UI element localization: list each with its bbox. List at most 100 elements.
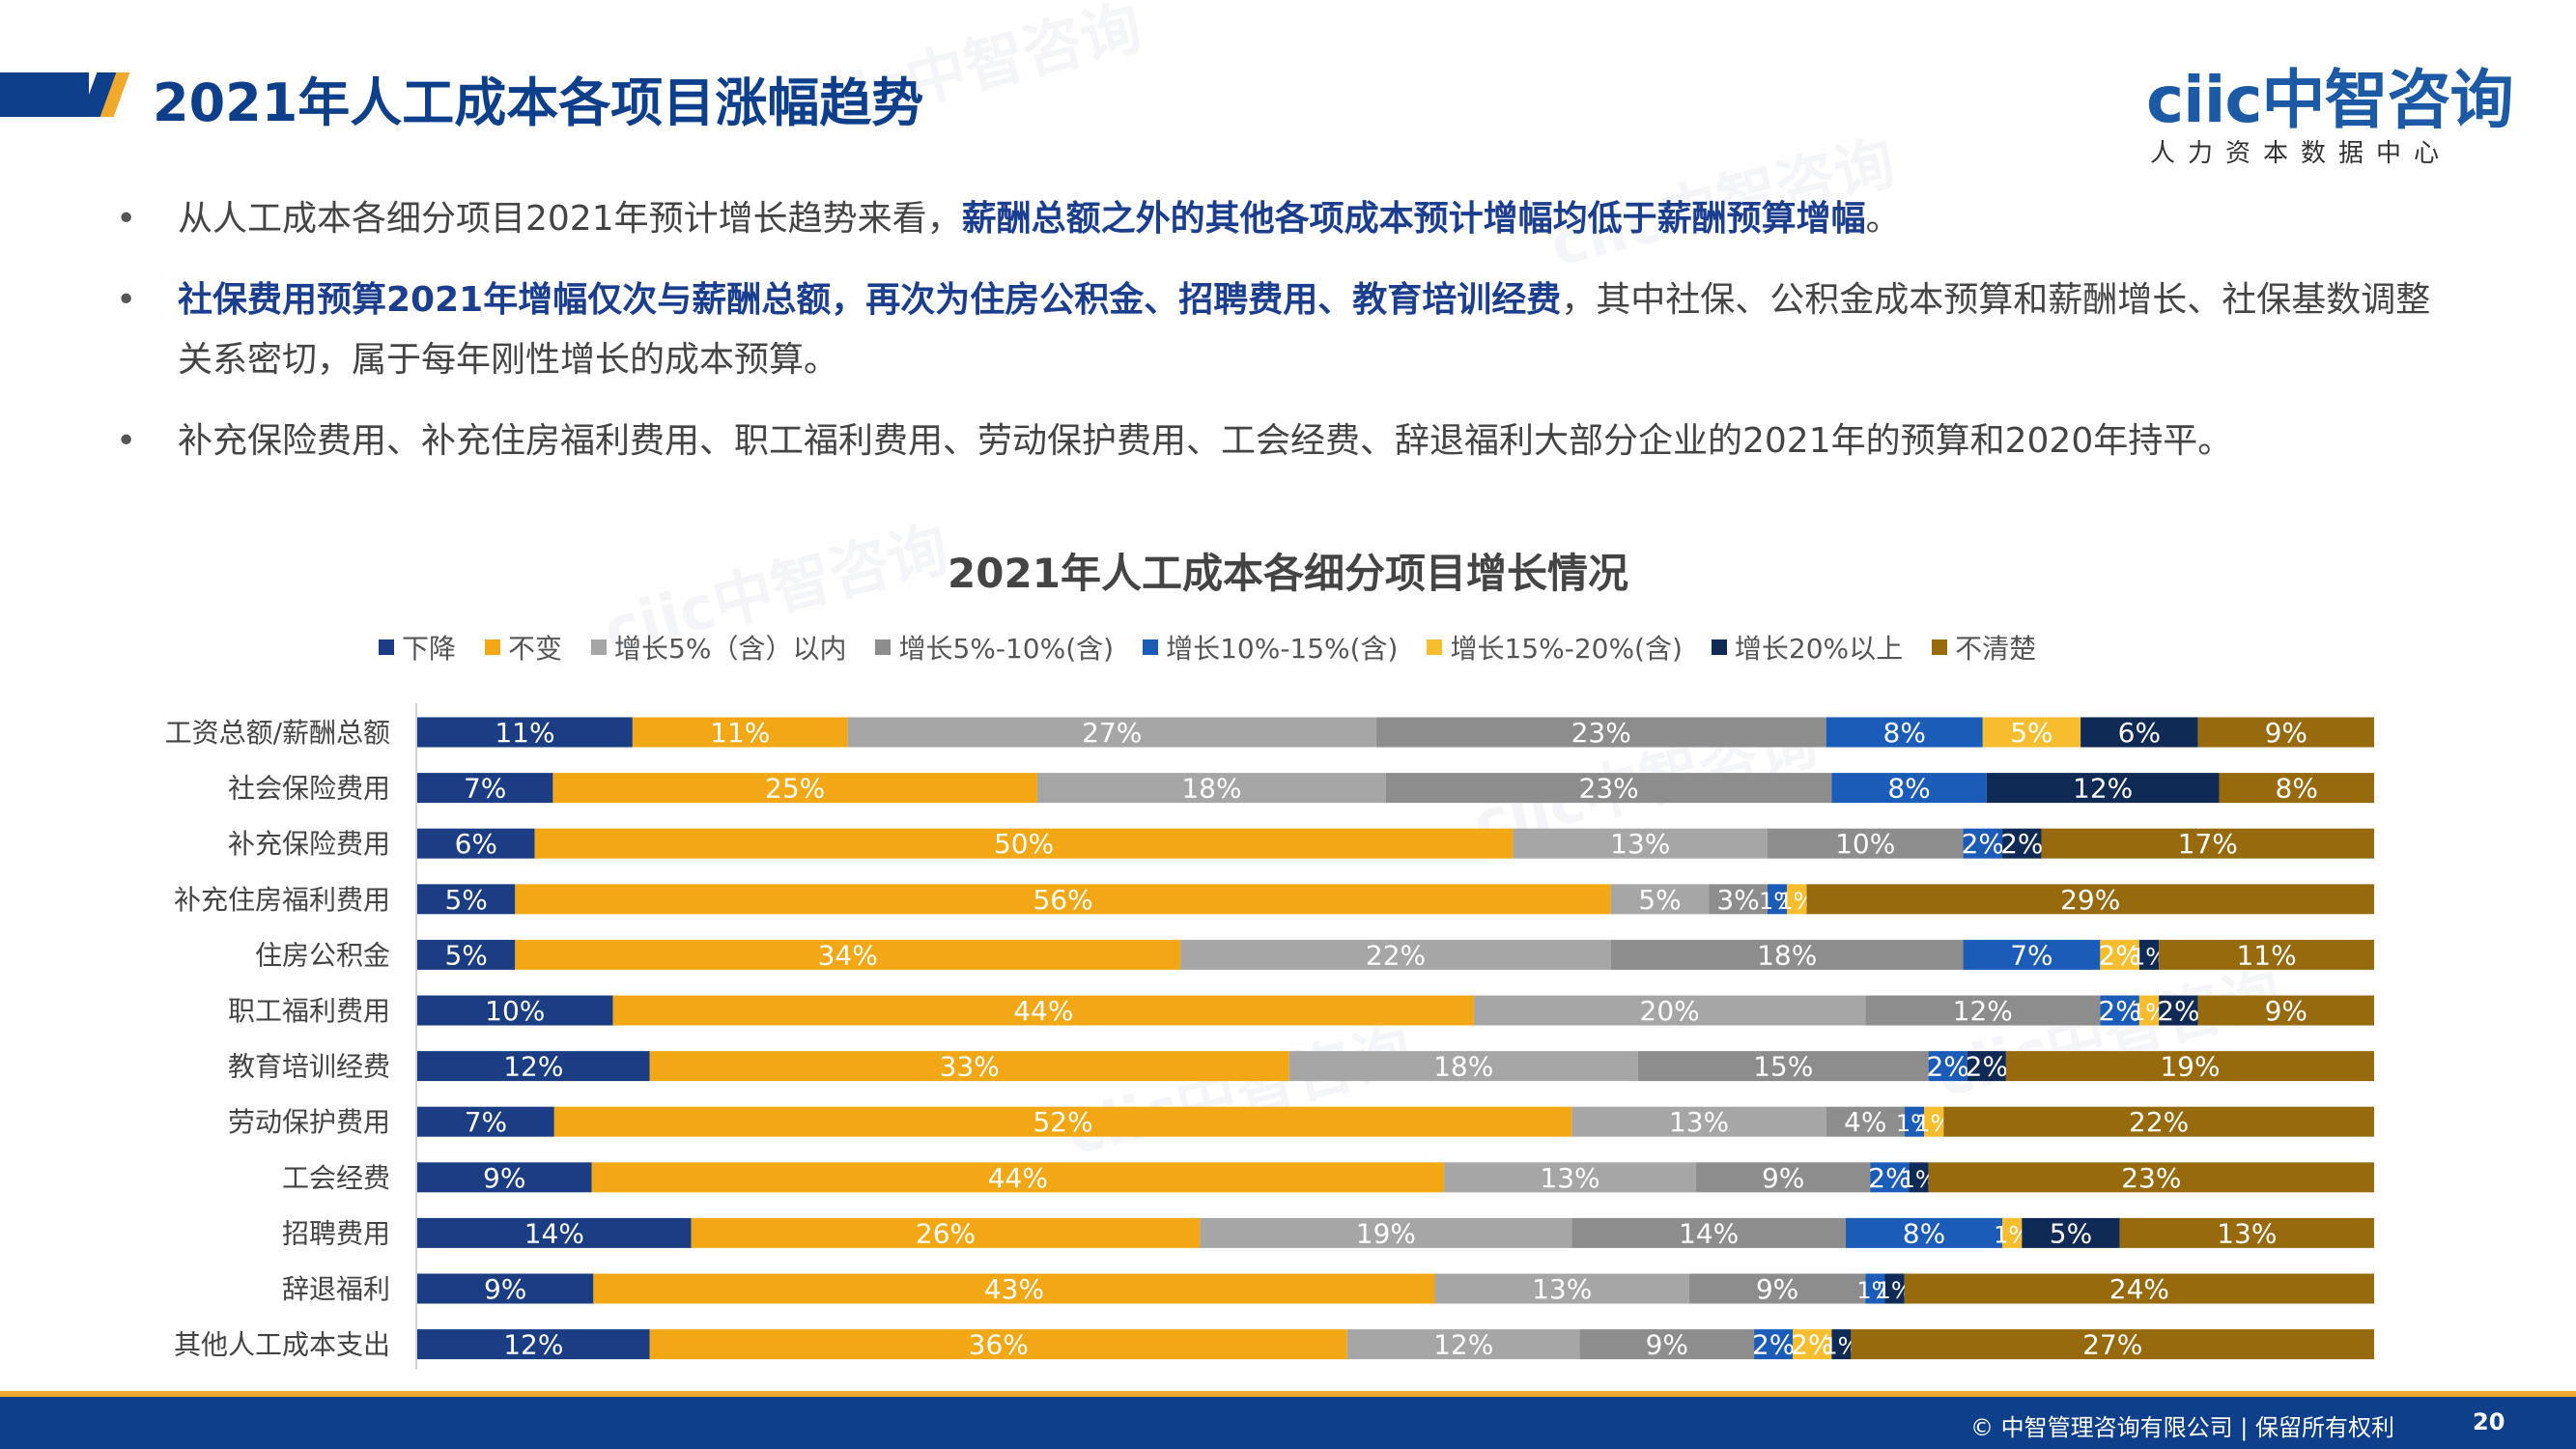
bar-segment xyxy=(1787,884,1807,915)
bar-segment xyxy=(1967,1051,2006,1082)
bullet-dot: • xyxy=(116,421,137,461)
data-label: 2% xyxy=(1752,1329,1795,1361)
bar-segment xyxy=(417,717,633,748)
bullet-text: ，其中社保、公积金成本预算和薪酬增长、社保基数调整关系密切，属于每年刚性增长的成… xyxy=(178,280,2431,380)
bar-segment xyxy=(515,884,1611,915)
bar-segment xyxy=(2159,939,2374,970)
data-label: 11% xyxy=(710,717,770,749)
bar-segment xyxy=(1579,1329,1755,1360)
bullet-text: 。 xyxy=(1865,199,1901,239)
data-label: 27% xyxy=(2082,1329,2142,1361)
bar-segment xyxy=(1928,1051,1967,1082)
logo-subtitle: 人力资本数据中心 xyxy=(2150,139,2452,168)
bar-segment xyxy=(534,828,1514,859)
bar-segment xyxy=(847,717,1376,748)
bar-segment xyxy=(649,1329,1347,1360)
data-label: 24% xyxy=(2109,1273,2169,1305)
bar-segment xyxy=(2138,939,2160,970)
category-label: 职工福利费用 xyxy=(228,995,390,1027)
data-label: 15% xyxy=(1753,1051,1813,1083)
legend-label: 不清楚 xyxy=(1955,633,2037,665)
data-label: 7% xyxy=(464,773,506,805)
data-label: 18% xyxy=(1181,773,1241,805)
data-label: 10% xyxy=(485,995,545,1027)
bar-segment xyxy=(417,1162,592,1193)
bar-segment xyxy=(1870,1162,1910,1193)
bar-segment xyxy=(1909,1162,1929,1193)
legend-swatch xyxy=(379,639,394,655)
bullet-dot: • xyxy=(116,199,137,239)
category-label: 其他人工成本支出 xyxy=(174,1329,390,1361)
legend-item: 增长5%（含）以内 xyxy=(591,628,846,667)
bar-segment xyxy=(515,939,1181,970)
bar-segment xyxy=(2022,1217,2120,1248)
legend-label: 增长10%-15%(含) xyxy=(1166,633,1399,665)
footer-accent-line xyxy=(0,1391,2576,1397)
data-label: 7% xyxy=(465,1106,507,1138)
data-label: 2% xyxy=(1926,1051,1968,1083)
data-label: 12% xyxy=(1433,1329,1493,1361)
legend-swatch xyxy=(1143,639,1159,655)
bar-segment xyxy=(1793,1329,1832,1360)
bar-segment xyxy=(1924,1106,1944,1137)
category-label: 辞退福利 xyxy=(282,1273,390,1305)
bar-segment xyxy=(1943,1106,2374,1137)
bar-segment xyxy=(552,773,1037,804)
data-label: 12% xyxy=(1953,995,2013,1027)
data-label: 29% xyxy=(2060,884,2120,916)
bar-segment xyxy=(1385,773,1832,804)
data-label: 8% xyxy=(2276,773,2318,805)
bar-segment xyxy=(1709,884,1768,915)
data-label: 13% xyxy=(2217,1217,2277,1249)
bar-segment xyxy=(2159,995,2198,1026)
legend-item: 增长10%-15%(含) xyxy=(1143,628,1398,667)
data-label: 2% xyxy=(2098,939,2140,971)
data-label: 6% xyxy=(2118,717,2161,749)
bar-segment xyxy=(1767,828,1964,859)
bullet-item: • 补充保险费用、补充住房福利费用、职工福利费用、劳动保护费用、工会经费、辞退福利… xyxy=(108,412,2446,471)
bar-segment xyxy=(1571,1106,1826,1137)
bar-segment xyxy=(1513,828,1768,859)
data-label: 22% xyxy=(2129,1106,2189,1138)
bar-segment xyxy=(2219,773,2374,804)
bar-segment xyxy=(1928,1162,2374,1193)
legend-item: 不变 xyxy=(485,628,562,667)
data-label: 33% xyxy=(940,1051,1000,1083)
legend-swatch xyxy=(485,639,501,655)
data-label: 23% xyxy=(2121,1162,2181,1194)
data-label: 3% xyxy=(1716,884,1759,916)
data-label: 9% xyxy=(1762,1162,1804,1194)
bar-segment xyxy=(2119,1217,2374,1248)
data-label: 19% xyxy=(1356,1217,1416,1249)
data-label: 50% xyxy=(994,828,1054,860)
chart-title: 2021年人工成本各细分项目增长情况 xyxy=(948,550,1628,597)
bar-segment xyxy=(1851,1329,2374,1360)
data-label: 2% xyxy=(2000,828,2043,860)
data-label: 18% xyxy=(1433,1051,1493,1083)
data-label: 14% xyxy=(524,1217,584,1249)
bullet-highlight-text: 薪酬总额之外的其他各项成本预计增幅均低于薪酬预算增幅 xyxy=(961,199,1866,239)
bar-segment xyxy=(1963,828,2003,859)
data-label: 5% xyxy=(444,939,487,971)
category-label: 工会经费 xyxy=(282,1162,390,1194)
data-label: 44% xyxy=(988,1162,1048,1194)
legend-item: 不清楚 xyxy=(1932,628,2036,667)
data-label: 20% xyxy=(1640,995,1700,1027)
data-label: 25% xyxy=(765,773,825,805)
footer-copyright: © 中智管理咨询有限公司 | 保留所有权利 xyxy=(1970,1414,2394,1441)
data-label: 13% xyxy=(1669,1106,1729,1138)
data-label: 14% xyxy=(1679,1217,1739,1249)
data-label: 6% xyxy=(455,828,497,860)
bar-segment xyxy=(2100,995,2139,1026)
data-label: 2% xyxy=(1868,1162,1911,1194)
data-label: 23% xyxy=(1571,717,1631,749)
data-label: 27% xyxy=(1082,717,1142,749)
category-label: 教育培训经费 xyxy=(228,1051,390,1083)
data-label: 5% xyxy=(2050,1217,2092,1249)
category-label: 工资总额/薪酬总额 xyxy=(165,717,390,749)
bar-segment xyxy=(1571,1217,1846,1248)
bullet-highlight-text: 社保费用预算2021年增幅仅次与薪酬总额，再次为住房公积金、招聘费用、教育培训经… xyxy=(178,280,1562,320)
page-number: 20 xyxy=(2473,1408,2505,1435)
company-logo: ciic中智咨询 人力资本数据中心 xyxy=(2146,48,2513,168)
bar-segment xyxy=(1754,1329,1794,1360)
